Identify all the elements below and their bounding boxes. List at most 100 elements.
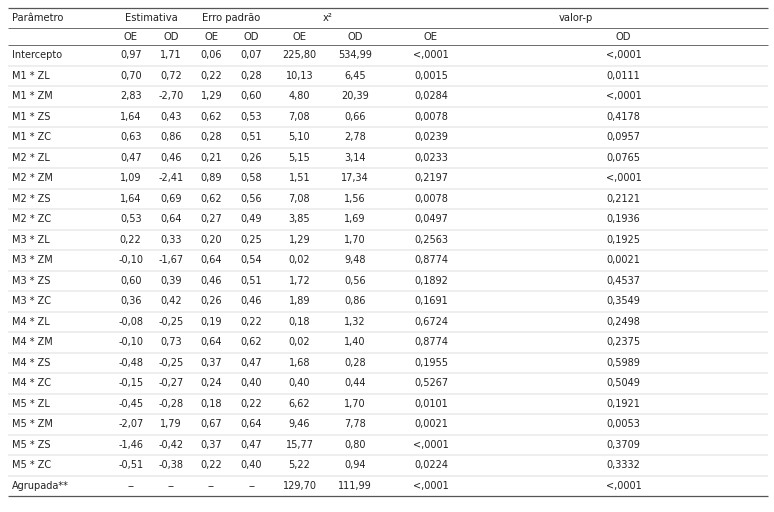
Text: M2 * ZS: M2 * ZS bbox=[12, 194, 50, 204]
Text: 7,08: 7,08 bbox=[289, 194, 310, 204]
Text: 0,0284: 0,0284 bbox=[414, 91, 448, 101]
Text: 0,66: 0,66 bbox=[344, 112, 365, 122]
Text: 0,20: 0,20 bbox=[200, 234, 222, 245]
Text: 1,69: 1,69 bbox=[344, 214, 365, 224]
Text: 0,58: 0,58 bbox=[241, 173, 262, 183]
Text: 0,3332: 0,3332 bbox=[607, 460, 641, 470]
Text: 0,3709: 0,3709 bbox=[607, 440, 641, 450]
Text: 0,0224: 0,0224 bbox=[414, 460, 448, 470]
Text: -2,70: -2,70 bbox=[159, 91, 183, 101]
Text: 0,0101: 0,0101 bbox=[414, 399, 448, 409]
Text: 0,02: 0,02 bbox=[289, 255, 310, 265]
Text: 0,1691: 0,1691 bbox=[414, 296, 448, 306]
Text: 0,1925: 0,1925 bbox=[607, 234, 641, 245]
Text: -0,15: -0,15 bbox=[118, 378, 143, 388]
Text: 0,47: 0,47 bbox=[241, 358, 262, 368]
Text: M5 * ZL: M5 * ZL bbox=[12, 399, 50, 409]
Text: <,0001: <,0001 bbox=[413, 440, 449, 450]
Text: 0,4537: 0,4537 bbox=[607, 276, 641, 286]
Text: 0,8774: 0,8774 bbox=[414, 255, 448, 265]
Text: -0,08: -0,08 bbox=[118, 317, 143, 327]
Text: M1 * ZS: M1 * ZS bbox=[12, 112, 50, 122]
Text: -0,25: -0,25 bbox=[159, 317, 183, 327]
Text: 0,51: 0,51 bbox=[241, 276, 262, 286]
Text: 1,32: 1,32 bbox=[344, 317, 366, 327]
Text: 15,77: 15,77 bbox=[286, 440, 313, 450]
Text: 17,34: 17,34 bbox=[341, 173, 369, 183]
Text: 0,19: 0,19 bbox=[200, 317, 222, 327]
Text: 0,28: 0,28 bbox=[344, 358, 366, 368]
Text: Estimativa: Estimativa bbox=[125, 13, 177, 23]
Text: M2 * ZC: M2 * ZC bbox=[12, 214, 51, 224]
Text: OE: OE bbox=[424, 32, 438, 41]
Text: 1,72: 1,72 bbox=[289, 276, 310, 286]
Text: <,0001: <,0001 bbox=[413, 50, 449, 60]
Text: 1,29: 1,29 bbox=[200, 91, 222, 101]
Text: M3 * ZL: M3 * ZL bbox=[12, 234, 50, 245]
Text: M5 * ZS: M5 * ZS bbox=[12, 440, 50, 450]
Text: 0,22: 0,22 bbox=[241, 399, 262, 409]
Text: <,0001: <,0001 bbox=[606, 91, 642, 101]
Text: 7,78: 7,78 bbox=[344, 419, 366, 429]
Text: 0,53: 0,53 bbox=[241, 112, 262, 122]
Text: 0,0765: 0,0765 bbox=[607, 153, 641, 163]
Text: M1 * ZM: M1 * ZM bbox=[12, 91, 53, 101]
Text: OE: OE bbox=[204, 32, 218, 41]
Text: 0,44: 0,44 bbox=[344, 378, 365, 388]
Text: <,0001: <,0001 bbox=[413, 481, 449, 490]
Text: 0,62: 0,62 bbox=[200, 112, 222, 122]
Text: 0,8774: 0,8774 bbox=[414, 337, 448, 347]
Text: 0,22: 0,22 bbox=[200, 460, 222, 470]
Text: OE: OE bbox=[124, 32, 138, 41]
Text: 0,49: 0,49 bbox=[241, 214, 262, 224]
Text: 0,37: 0,37 bbox=[200, 358, 222, 368]
Text: 225,80: 225,80 bbox=[283, 50, 317, 60]
Text: 5,10: 5,10 bbox=[289, 132, 310, 142]
Text: 0,3549: 0,3549 bbox=[607, 296, 641, 306]
Text: M5 * ZC: M5 * ZC bbox=[12, 460, 51, 470]
Text: 0,07: 0,07 bbox=[241, 50, 262, 60]
Text: 0,39: 0,39 bbox=[160, 276, 182, 286]
Text: 0,4178: 0,4178 bbox=[607, 112, 641, 122]
Text: 1,71: 1,71 bbox=[160, 50, 182, 60]
Text: 1,70: 1,70 bbox=[344, 234, 366, 245]
Text: OD: OD bbox=[616, 32, 632, 41]
Text: -0,38: -0,38 bbox=[159, 460, 183, 470]
Text: 0,21: 0,21 bbox=[200, 153, 222, 163]
Text: 5,22: 5,22 bbox=[289, 460, 310, 470]
Text: 0,27: 0,27 bbox=[200, 214, 222, 224]
Text: M2 * ZM: M2 * ZM bbox=[12, 173, 53, 183]
Text: 0,47: 0,47 bbox=[241, 440, 262, 450]
Text: 1,56: 1,56 bbox=[344, 194, 366, 204]
Text: 1,64: 1,64 bbox=[120, 112, 142, 122]
Text: 0,22: 0,22 bbox=[241, 317, 262, 327]
Text: 0,42: 0,42 bbox=[160, 296, 182, 306]
Text: 0,40: 0,40 bbox=[241, 378, 262, 388]
Text: 0,18: 0,18 bbox=[200, 399, 222, 409]
Text: 0,64: 0,64 bbox=[200, 337, 222, 347]
Text: 0,56: 0,56 bbox=[241, 194, 262, 204]
Text: 0,53: 0,53 bbox=[120, 214, 142, 224]
Text: M2 * ZL: M2 * ZL bbox=[12, 153, 50, 163]
Text: 0,0233: 0,0233 bbox=[414, 153, 448, 163]
Text: 0,02: 0,02 bbox=[289, 337, 310, 347]
Text: 0,37: 0,37 bbox=[200, 440, 222, 450]
Text: 0,64: 0,64 bbox=[160, 214, 182, 224]
Text: 0,64: 0,64 bbox=[241, 419, 262, 429]
Text: 0,94: 0,94 bbox=[344, 460, 365, 470]
Text: -2,07: -2,07 bbox=[118, 419, 143, 429]
Text: 0,0021: 0,0021 bbox=[414, 419, 448, 429]
Text: 1,09: 1,09 bbox=[120, 173, 142, 183]
Text: 6,62: 6,62 bbox=[289, 399, 310, 409]
Text: 0,06: 0,06 bbox=[200, 50, 222, 60]
Text: 1,68: 1,68 bbox=[289, 358, 310, 368]
Text: 1,64: 1,64 bbox=[120, 194, 142, 204]
Text: --: -- bbox=[127, 481, 134, 490]
Text: 5,15: 5,15 bbox=[289, 153, 310, 163]
Text: M1 * ZL: M1 * ZL bbox=[12, 71, 50, 81]
Text: -1,46: -1,46 bbox=[118, 440, 143, 450]
Text: 0,24: 0,24 bbox=[200, 378, 222, 388]
Text: 0,22: 0,22 bbox=[200, 71, 222, 81]
Text: 0,0111: 0,0111 bbox=[607, 71, 640, 81]
Text: 3,85: 3,85 bbox=[289, 214, 310, 224]
